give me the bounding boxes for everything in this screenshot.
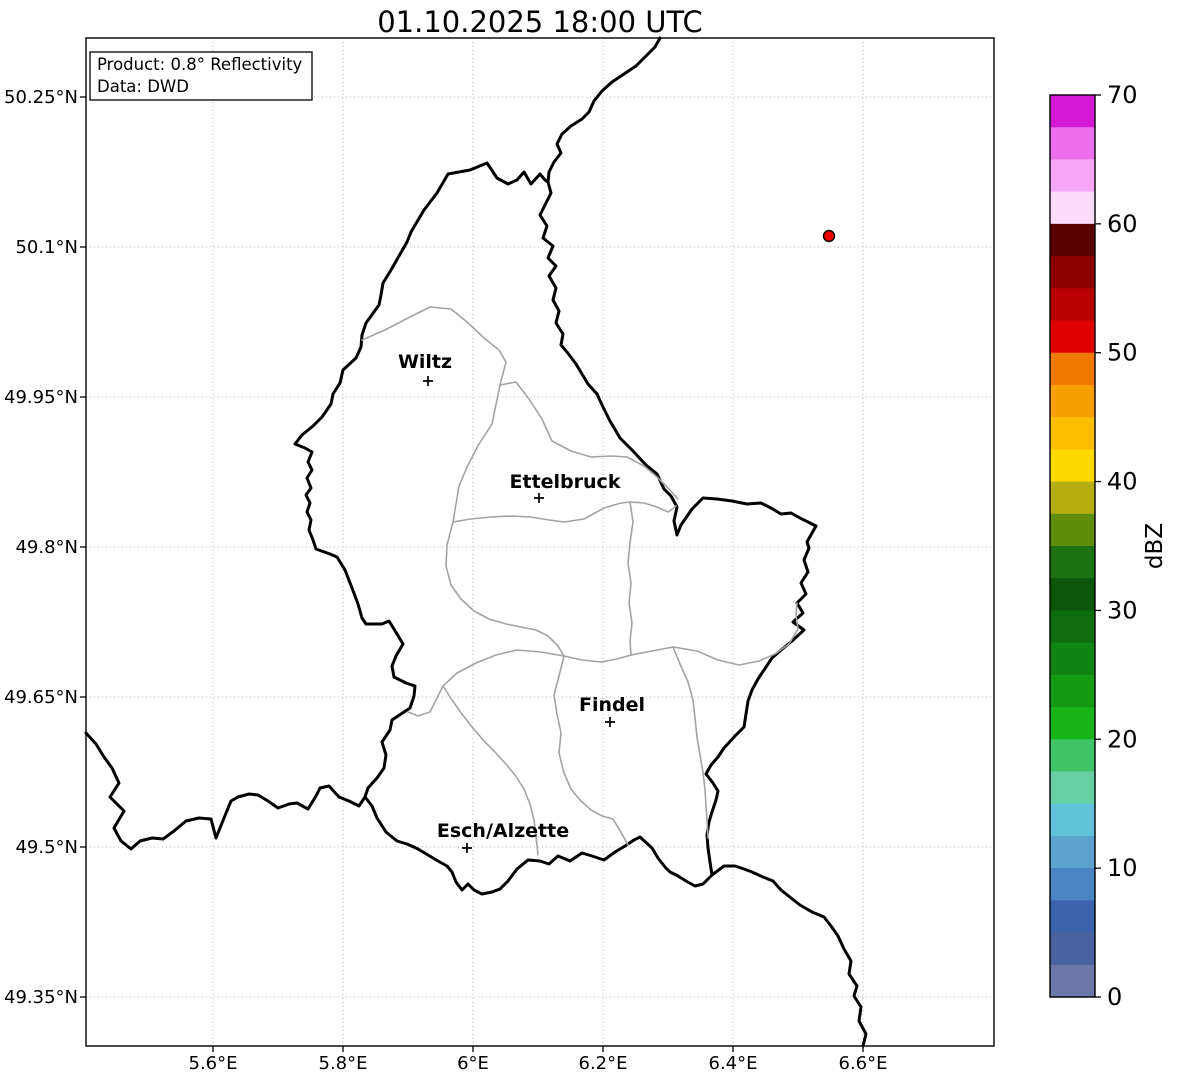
- luxembourg-border-path: [293, 161, 818, 896]
- x-axis-tick-label: 6.2°E: [579, 1053, 628, 1074]
- colorbar-segment: [1050, 256, 1095, 289]
- y-axis-tick-label: 49.65°N: [4, 687, 78, 708]
- colorbar-segment: [1050, 674, 1095, 708]
- x-axis-tick-label: 5.6°E: [189, 1053, 238, 1074]
- x-axis-tick-label: 6.4°E: [709, 1053, 758, 1074]
- map-frame: [85, 37, 995, 1047]
- colorbar-segment: [1050, 610, 1095, 644]
- canton-border-path: [407, 649, 565, 717]
- city-plus-marker: [534, 493, 544, 503]
- colorbar-segment: [1050, 352, 1095, 386]
- info-box: Product: 0.8° Reflectivity Data: DWD: [89, 51, 313, 101]
- colorbar-segment: [1050, 739, 1095, 773]
- colorbar-segment: [1050, 835, 1095, 869]
- canton-border-path: [630, 602, 799, 666]
- colorbar-tick-label: 10: [1107, 854, 1138, 882]
- canton-border-path: [452, 501, 677, 523]
- y-axis-tick-label: 50.1°N: [15, 237, 78, 258]
- city-label: Wiltz: [398, 351, 452, 373]
- colorbar-tick-label: 30: [1107, 596, 1138, 624]
- colorbar-tick-label: 60: [1107, 210, 1138, 238]
- colorbar-segment: [1050, 481, 1095, 515]
- city-plus-marker: [462, 843, 472, 853]
- colorbar-tick-label: 40: [1107, 468, 1138, 496]
- colorbar-segment: [1050, 384, 1095, 418]
- city-plus-marker: [423, 376, 433, 386]
- colorbar-segment: [1050, 320, 1095, 354]
- y-axis-tick-label: 49.5°N: [15, 837, 78, 858]
- info-box-frame: [89, 51, 313, 101]
- colorbar-tick-label: 50: [1107, 339, 1138, 367]
- colorbar-segment: [1050, 642, 1095, 676]
- colorbar-segment: [1050, 513, 1095, 547]
- colorbar-segment: [1050, 546, 1095, 579]
- colorbar-tick-label: 70: [1107, 81, 1138, 109]
- france-belgium-border-path: [84, 731, 367, 851]
- canton-border-path: [442, 685, 539, 856]
- colorbar-segment: [1050, 868, 1095, 901]
- city-label: Ettelbruck: [510, 471, 621, 493]
- radar-location-dot: [822, 229, 836, 243]
- canton-border-path: [553, 655, 629, 846]
- canton-border-path: [452, 384, 501, 523]
- colorbar-frame: [1049, 94, 1096, 998]
- colorbar-segment: [1050, 932, 1095, 966]
- figure-title: 01.10.2025 18:00 UTC: [377, 5, 703, 39]
- y-axis-tick-label: 49.95°N: [4, 387, 78, 408]
- colorbar-segment: [1050, 771, 1095, 805]
- colorbar-segment: [1050, 707, 1095, 740]
- city-label: Esch/Alzette: [437, 820, 569, 842]
- colorbar-segment: [1050, 159, 1095, 193]
- x-axis-tick-label: 6.6°E: [839, 1053, 888, 1074]
- canton-border-path: [499, 381, 679, 500]
- canton-border-path: [627, 501, 634, 656]
- colorbar-segment: [1050, 288, 1095, 322]
- colorbar-segment: [1050, 95, 1095, 128]
- belgium-germany-border-path: [546, 36, 662, 184]
- info-box-data-line: Data: DWD: [97, 77, 189, 96]
- city-label: Findel: [579, 694, 645, 716]
- city-plus-marker: [605, 717, 615, 727]
- colorbar-segment: [1050, 449, 1095, 483]
- info-box-product-line: Product: 0.8° Reflectivity: [97, 55, 303, 74]
- colorbar-segment: [1050, 223, 1095, 257]
- colorbar-unit-label: dBZ: [1142, 523, 1168, 569]
- gridlines: [86, 38, 994, 1046]
- colorbar-segment: [1050, 803, 1095, 837]
- x-axis-tick-label: 6°E: [457, 1053, 489, 1074]
- canton-borders: [361, 306, 799, 856]
- colorbar: 0 10 20 30 40 50 60 70: [1049, 81, 1138, 1011]
- colorbar-tick-label: 0: [1107, 983, 1122, 1011]
- canton-border-path: [672, 646, 709, 839]
- y-axis-tick-label: 49.8°N: [15, 537, 78, 558]
- colorbar-segment: [1050, 964, 1095, 998]
- country-borders: [84, 36, 868, 1048]
- y-axis-tick-label: 50.25°N: [4, 87, 78, 108]
- x-axis-tick-label: 5.8°E: [319, 1053, 368, 1074]
- colorbar-segment: [1050, 417, 1095, 450]
- colorbar-tick-label: 20: [1107, 725, 1138, 753]
- axis-ticks: 5.6°E 5.8°E 6°E 6.2°E 6.4°E 6.6°E 50.25°N 50.1°…: [4, 87, 888, 1074]
- france-germany-border-path: [710, 864, 868, 1048]
- canton-border-path: [445, 521, 565, 657]
- colorbar-segment: [1050, 578, 1095, 612]
- colorbar-segment: [1050, 900, 1095, 934]
- colorbar-segment: [1050, 127, 1095, 161]
- colorbar-segment: [1050, 191, 1095, 225]
- y-axis-tick-label: 49.35°N: [4, 987, 78, 1008]
- canton-border-path: [361, 306, 507, 386]
- canton-border-path: [563, 654, 632, 663]
- city-labels: Wiltz Ettelbruck Findel Esch/Alzette: [398, 351, 645, 853]
